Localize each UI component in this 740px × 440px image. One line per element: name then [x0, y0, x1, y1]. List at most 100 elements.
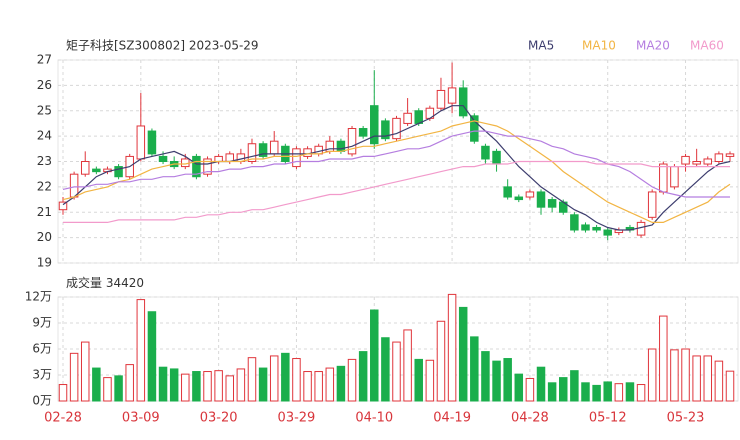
candle-body [158, 155, 168, 163]
volume-bar [281, 352, 290, 402]
volume-bar [414, 358, 423, 402]
volume-bar [492, 360, 501, 402]
volume-tick-label: 0万 [32, 394, 52, 408]
volume-bar [603, 381, 612, 402]
candle-body [247, 143, 257, 163]
volume-bar [647, 348, 657, 402]
volume-bar [625, 382, 635, 402]
candle-body [514, 196, 524, 201]
volume-bar [258, 367, 268, 402]
volume-bar [158, 366, 168, 402]
candle-body [192, 155, 201, 178]
volume-bar [659, 315, 668, 402]
x-tick-label: 03-20 [200, 411, 238, 426]
y-tick-label: 26 [37, 78, 52, 92]
volume-bar [503, 358, 512, 402]
volume-bar [125, 364, 134, 402]
volume-bar [570, 370, 579, 402]
volume-bar [536, 366, 546, 402]
candle-body [292, 148, 301, 168]
candle-body [214, 155, 223, 163]
volume-title-label: 成交量 [66, 275, 102, 290]
volume-bar [514, 373, 524, 402]
volume-tick-label: 3万 [32, 368, 52, 382]
volume-bar [214, 370, 223, 402]
volume-bar [269, 355, 279, 402]
candle-body [336, 140, 346, 152]
volume-bar [703, 355, 713, 402]
volume-bar [614, 383, 624, 402]
y-tick-label: 20 [37, 230, 52, 244]
candle-body [403, 112, 412, 124]
legend-entry: MA5 [528, 39, 554, 53]
volume-bar [436, 320, 446, 402]
candle-body [358, 128, 368, 137]
volume-bar [69, 352, 79, 402]
volume-bar [169, 368, 179, 402]
candle-body [58, 201, 68, 211]
x-tick-label: 04-28 [511, 411, 549, 426]
candle-body [636, 221, 646, 236]
candle-body [347, 128, 357, 155]
candle-body [503, 186, 512, 198]
volume-bar [303, 371, 312, 402]
volume-bar [347, 358, 357, 402]
candle-body [203, 158, 212, 175]
y-tick-label: 19 [37, 256, 52, 270]
chart-title: 矩子科技[SZ300802] 2023-05-29 [66, 39, 259, 53]
volume-bar [192, 371, 201, 402]
candle-body [258, 143, 268, 157]
candle-body [592, 226, 601, 231]
volume-bar [114, 375, 123, 402]
candle-body [603, 229, 612, 236]
volume-bar [403, 329, 412, 402]
candle-body [181, 158, 190, 168]
candle-body [681, 155, 690, 165]
candle-body [414, 110, 423, 124]
candle-body [69, 173, 79, 198]
volume-last: 34420 [106, 276, 144, 290]
volume-bar [58, 384, 68, 402]
y-tick-label: 22 [37, 179, 52, 193]
volume-bar [481, 351, 490, 402]
volume-bar [247, 357, 257, 402]
volume-bar [458, 306, 468, 402]
volume-bar [103, 377, 112, 402]
candle-body [547, 199, 557, 208]
candle-body [470, 115, 479, 142]
candle-body [492, 150, 501, 165]
candle-body [570, 214, 579, 231]
volume-bar [358, 351, 368, 402]
volume-bar [714, 360, 724, 402]
candle-body [114, 166, 123, 178]
y-tick-label: 23 [37, 154, 52, 168]
x-tick-label: 05-23 [667, 411, 705, 426]
volume-bar [425, 359, 435, 402]
y-tick-label: 24 [37, 129, 52, 143]
volume-bar [725, 370, 735, 402]
volume-bar [292, 358, 301, 402]
candle-body [670, 166, 679, 188]
candle-body [659, 163, 668, 193]
legend-entry: MA60 [690, 39, 724, 53]
x-tick-label: 04-10 [355, 411, 393, 426]
candle-body [436, 89, 446, 109]
x-tick-label: 02-28 [44, 411, 82, 426]
candle-body [447, 87, 457, 104]
candle-body [725, 153, 735, 157]
ma-line [62, 120, 731, 223]
volume-bar [225, 375, 234, 402]
volume-tick-label: 6万 [32, 342, 52, 356]
candle-body [525, 191, 535, 198]
volume-bar [692, 355, 701, 402]
candle-body [147, 130, 157, 155]
candle-body [303, 148, 312, 157]
volume-bar [92, 367, 101, 402]
volume-bar [314, 371, 323, 402]
volume-bar [336, 365, 346, 402]
candle-body [481, 145, 490, 160]
candle-body [92, 168, 101, 173]
x-tick-label: 05-12 [589, 411, 627, 426]
candle-body [381, 120, 390, 140]
volume-tick-label: 12万 [25, 290, 52, 304]
